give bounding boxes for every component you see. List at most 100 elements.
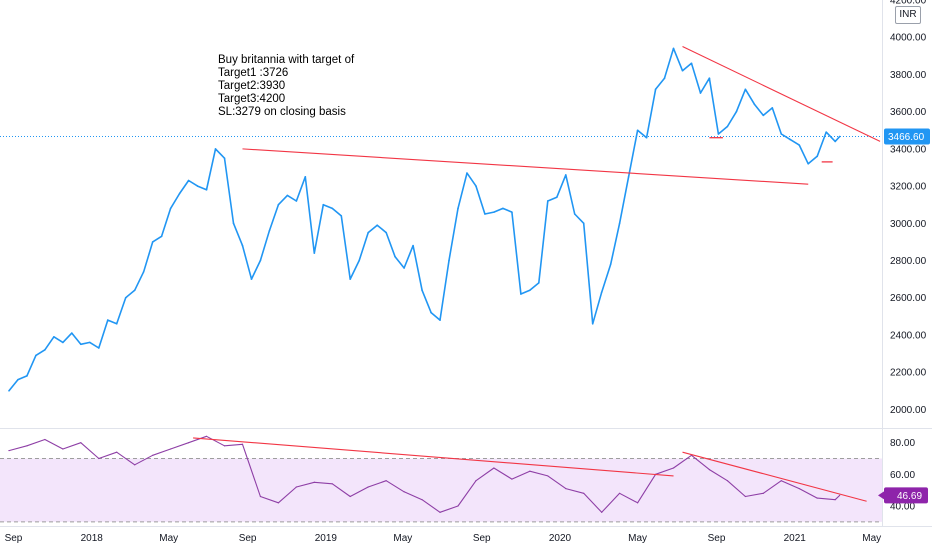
rsi-point	[241, 443, 244, 445]
rsi-point	[385, 480, 387, 482]
price-y-tick-label: 3000.00	[890, 219, 927, 230]
rsi-point	[98, 457, 100, 460]
price-point	[600, 291, 603, 293]
price-point	[762, 114, 765, 117]
price-point	[178, 192, 181, 195]
rsi-point	[170, 448, 172, 450]
price-y-tick-label: 3600.00	[890, 107, 927, 118]
price-point	[71, 332, 73, 334]
x-tick-label: May	[159, 533, 178, 544]
price-y-tick-label: 2400.00	[890, 330, 927, 341]
price-point	[484, 213, 486, 215]
price-point	[26, 375, 28, 377]
rsi-point	[834, 499, 836, 501]
price-trend-line[interactable]	[242, 148, 809, 185]
price-point	[17, 378, 19, 381]
price-point	[349, 278, 352, 280]
price-point	[340, 215, 343, 217]
price-point	[169, 207, 172, 210]
price-trend-line[interactable]	[682, 46, 881, 142]
rsi-point	[134, 464, 136, 466]
rsi-point	[583, 492, 585, 494]
price-point	[124, 296, 127, 299]
currency-badge[interactable]: INR	[895, 6, 921, 24]
price-point	[214, 148, 217, 150]
rsi-point	[672, 467, 675, 469]
price-point	[403, 267, 405, 269]
price-point	[717, 133, 720, 135]
price-point	[457, 207, 459, 210]
x-tick-label: 2018	[81, 533, 104, 544]
price-point	[151, 241, 154, 243]
price-point	[681, 69, 684, 72]
rsi-trend-line[interactable]	[682, 451, 867, 502]
price-point	[331, 207, 334, 210]
rsi-trend-line[interactable]	[193, 437, 674, 477]
rsi-point	[529, 470, 531, 472]
rsi-point	[313, 481, 315, 483]
price-point	[708, 77, 711, 79]
rsi-point	[619, 492, 621, 494]
rsi-point	[726, 480, 729, 482]
price-point	[448, 259, 450, 262]
price-point	[367, 231, 369, 234]
price-point	[8, 389, 10, 392]
price-point	[205, 189, 208, 191]
price-y-tick-label: 4000.00	[890, 33, 927, 44]
rsi-point	[403, 491, 405, 493]
price-point	[529, 289, 531, 292]
price-badge-label: 3466.60	[888, 132, 925, 143]
rsi-point	[349, 495, 351, 498]
price-point	[295, 200, 298, 202]
price-series-line	[8, 47, 841, 392]
price-point	[106, 319, 109, 321]
price-point	[277, 203, 280, 206]
x-tick-label: Sep	[708, 533, 726, 544]
price-point	[618, 222, 621, 225]
price-point	[636, 129, 639, 132]
rsi-point	[8, 449, 10, 452]
x-tick-label: May	[628, 533, 647, 544]
rsi-series-line	[8, 435, 841, 513]
rsi-y-tick-label: 80.00	[890, 438, 915, 449]
price-point	[89, 341, 91, 344]
price-point	[493, 211, 495, 213]
price-point	[160, 235, 163, 238]
price-point	[421, 289, 423, 292]
x-tick-label: Sep	[473, 533, 491, 544]
price-y-tick-label: 2000.00	[890, 405, 927, 416]
price-point	[816, 155, 819, 158]
rsi-point	[439, 511, 441, 513]
price-point	[250, 278, 253, 280]
rsi-point	[475, 480, 477, 482]
price-point	[394, 255, 396, 258]
price-point	[834, 140, 836, 143]
price-point	[573, 213, 576, 215]
x-tick-label: May	[862, 533, 881, 544]
price-point	[753, 103, 756, 106]
rsi-badge-label: 46.69	[897, 491, 922, 502]
price-point	[358, 259, 361, 262]
price-point	[591, 322, 594, 325]
price-point	[80, 343, 82, 346]
price-point	[654, 88, 657, 91]
x-tick-label: Sep	[5, 533, 23, 544]
rsi-point	[116, 451, 118, 453]
price-point	[115, 322, 118, 325]
price-y-tick-label: 4200.00	[890, 0, 927, 7]
price-point	[97, 347, 100, 349]
price-point	[735, 110, 738, 113]
price-point	[825, 131, 827, 133]
price-point	[838, 135, 841, 138]
price-point	[780, 133, 783, 135]
price-point	[672, 47, 675, 50]
rsi-point	[367, 486, 369, 488]
price-point	[726, 125, 729, 128]
price-point	[582, 222, 585, 225]
price-point	[663, 77, 666, 79]
rsi-y-tick-label: 60.00	[890, 470, 915, 481]
rsi-point	[708, 468, 711, 471]
rsi-point	[637, 502, 639, 504]
price-point	[241, 244, 244, 247]
